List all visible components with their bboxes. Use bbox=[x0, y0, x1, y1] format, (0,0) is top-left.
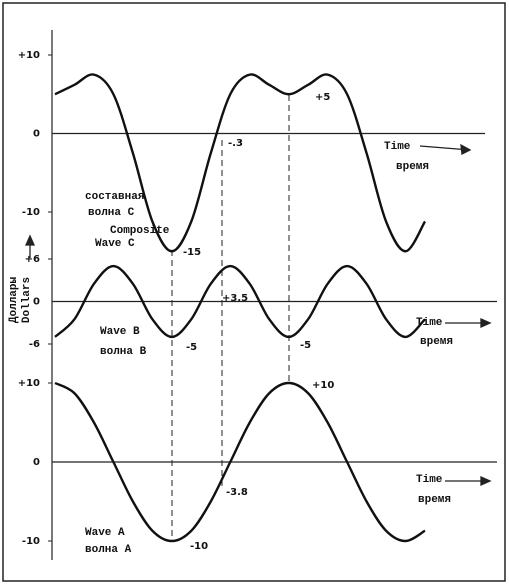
y-tick-label: +6 bbox=[25, 254, 40, 265]
arrows bbox=[24, 143, 492, 487]
wave-label: Wave B bbox=[100, 326, 140, 338]
annotation: -3.8 bbox=[226, 487, 248, 498]
annotation: +10 bbox=[312, 380, 334, 391]
x-axis-label: время bbox=[418, 494, 451, 506]
y-tick-label: 0 bbox=[33, 297, 40, 308]
annotation: +5 bbox=[315, 92, 330, 103]
annotation: -5 bbox=[300, 340, 311, 351]
y-tick-label: +10 bbox=[18, 50, 40, 61]
annotation: -15 bbox=[183, 247, 201, 258]
wave-label: волна C bbox=[88, 207, 135, 219]
wave-line bbox=[54, 73, 427, 253]
annotation: -10 bbox=[190, 541, 208, 552]
wave-label: Wave C bbox=[95, 238, 135, 250]
wave-line bbox=[54, 381, 426, 543]
wave-line bbox=[54, 264, 426, 339]
arrow-head bbox=[24, 234, 36, 246]
annotation: +3.5 bbox=[222, 293, 248, 304]
arrow-head bbox=[480, 317, 492, 329]
guide-lines bbox=[171, 95, 290, 541]
arrow-head bbox=[460, 143, 472, 155]
wave-label: Composite bbox=[110, 225, 170, 237]
wave-label: Wave A bbox=[85, 527, 125, 539]
arrow-head bbox=[480, 475, 492, 487]
x-axis-label: Time bbox=[416, 317, 443, 329]
x-axis-label: Time bbox=[384, 141, 411, 153]
wave-label: волна A bbox=[85, 544, 132, 556]
wave-label: составная bbox=[85, 191, 144, 203]
x-axis-label: Time bbox=[416, 474, 443, 486]
y-tick-label: +10 bbox=[18, 378, 40, 389]
x-axis-label: время bbox=[396, 161, 429, 173]
y-tick-label: -10 bbox=[22, 536, 40, 547]
y-tick-label: 0 bbox=[33, 129, 40, 140]
y-tick-label: 0 bbox=[33, 457, 40, 468]
y-tick-label: -6 bbox=[29, 339, 40, 350]
y-axis-label: Доллары bbox=[8, 277, 20, 324]
wave-label: волна B bbox=[100, 346, 147, 358]
annotation: -.3 bbox=[228, 138, 243, 149]
y-tick-label: -10 bbox=[22, 207, 40, 218]
x-axis-label: время bbox=[420, 336, 453, 348]
y-axis-label: Dollars bbox=[21, 277, 33, 323]
annotation: -5 bbox=[186, 342, 197, 353]
